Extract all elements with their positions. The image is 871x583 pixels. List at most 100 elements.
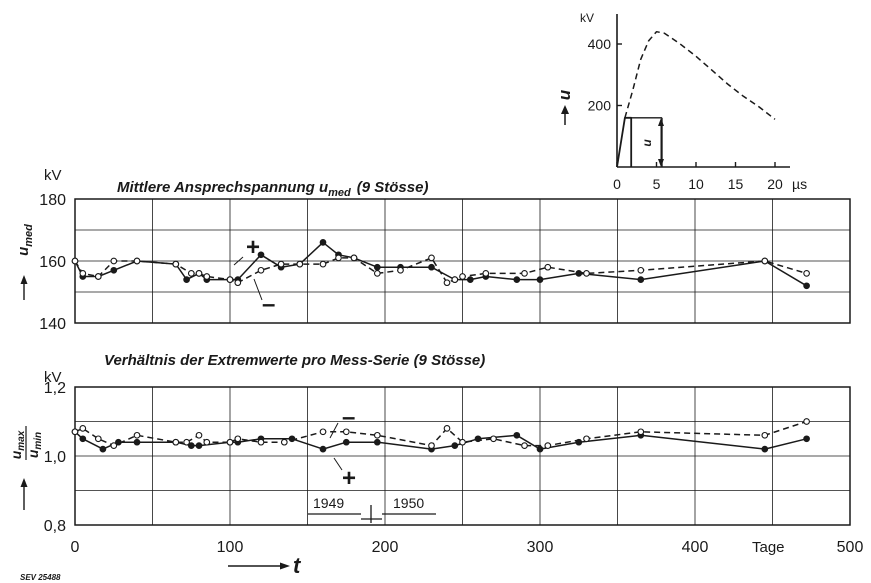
inset-u-arrowhead-bottom <box>658 159 664 167</box>
upper-point-minus <box>195 270 203 277</box>
lower-y-fraction: umax umin <box>8 426 44 460</box>
lower-y-den: umin <box>25 432 44 458</box>
lower-point-minus <box>319 428 327 436</box>
upper-series <box>71 239 810 290</box>
upper-point-minus <box>637 266 645 274</box>
upper-point-minus <box>94 273 102 280</box>
lower-title-text: Verhältnis der Extremwerte pro Mess-Seri… <box>104 352 485 369</box>
upper-minus-leader <box>253 278 263 301</box>
upper-title-main: Mittlere Ansprechspannung <box>117 179 319 196</box>
upper-point-plus <box>110 266 118 274</box>
lower-y-tick-label: 0,8 <box>44 518 66 535</box>
upper-minus-label: – <box>262 291 275 318</box>
lower-plus-leader <box>333 457 343 471</box>
upper-point-minus <box>803 270 810 277</box>
upper-point-minus <box>335 254 342 262</box>
inset-x-ticks: 0 5 10 15 20 <box>613 162 783 192</box>
upper-y-unit: kV <box>44 167 62 184</box>
lower-y-ticks: 0,8 1,0 1,2 <box>44 380 66 535</box>
lower-x-tick-label: 0 <box>71 539 80 556</box>
inset-x-tick-label: 0 <box>613 176 621 192</box>
lower-point-plus <box>187 442 195 449</box>
lower-minus-leader <box>329 422 339 439</box>
lower-y-den-subscript: min <box>33 432 44 450</box>
upper-point-minus <box>443 279 451 287</box>
lower-point-plus <box>342 438 350 446</box>
upper-y-ticks: 140 160 180 <box>39 192 66 333</box>
upper-point-minus <box>761 257 769 265</box>
upper-point-plus <box>428 263 435 271</box>
figure-id: SEV 25488 <box>20 573 61 582</box>
lower-y-den-symbol: u <box>25 449 41 458</box>
upper-y-label-text: umed <box>15 224 35 256</box>
inset-chart: kV 200 400 0 5 10 15 20 µs u u <box>555 11 807 192</box>
x-axis-label: t <box>228 553 302 578</box>
lower-point-minus <box>172 438 180 446</box>
year-1950-label: 1950 <box>393 495 424 511</box>
upper-point-minus <box>172 260 180 268</box>
upper-point-minus <box>203 273 211 280</box>
lower-point-minus <box>203 438 211 446</box>
lower-point-minus <box>490 435 497 443</box>
inset-x-tick-label: 10 <box>688 176 704 192</box>
upper-title-suffix: (9 Stösse) <box>357 179 429 196</box>
upper-title-text: Mittlere Ansprechspannung umed (9 Stösse) <box>117 179 428 199</box>
inset-y-tick-label: 400 <box>588 36 612 52</box>
lower-y-tick-label: 1,2 <box>44 380 66 397</box>
lower-point-plus <box>451 442 459 449</box>
inset-u-marker: u <box>640 118 664 167</box>
lower-point-minus <box>226 438 234 446</box>
inset-y-tick-label: 200 <box>588 98 612 114</box>
lower-point-plus <box>99 445 107 453</box>
x-axis-label-text: t <box>293 553 302 578</box>
inset-x-tick-label: 20 <box>767 176 783 192</box>
lower-point-minus <box>637 428 645 436</box>
upper-point-plus <box>466 276 474 283</box>
upper-point-minus <box>428 254 435 262</box>
lower-x-tick-label: 100 <box>217 539 244 556</box>
upper-y-label: umed <box>15 224 35 300</box>
lower-point-minus <box>342 428 350 436</box>
upper-point-minus <box>397 266 404 274</box>
inset-series-impulse <box>624 30 776 120</box>
inset-x-tick-label: 5 <box>653 176 661 192</box>
upper-point-minus <box>350 254 358 262</box>
upper-y-arrowhead <box>20 275 28 284</box>
upper-series-labels: + – <box>233 234 275 318</box>
upper-point-minus <box>459 273 466 280</box>
lower-point-minus <box>443 425 451 432</box>
lower-point-plus <box>79 435 87 443</box>
lower-point-minus <box>94 435 102 443</box>
inset-u-label: u <box>640 139 654 147</box>
lower-point-minus <box>79 425 87 432</box>
lower-point-minus <box>803 418 810 425</box>
lower-grid <box>74 386 851 526</box>
upper-plus-label: + <box>246 234 260 261</box>
lower-point-minus <box>195 431 203 439</box>
upper-point-minus <box>544 263 552 271</box>
lower-x-tick-label: 500 <box>837 539 864 556</box>
upper-point-minus <box>71 257 79 265</box>
lower-x-tick-label: 200 <box>372 539 399 556</box>
upper-y-label-subscript: med <box>23 224 35 247</box>
upper-point-minus <box>79 270 87 277</box>
lower-point-minus <box>373 431 381 439</box>
lower-x-tick-label: 300 <box>527 539 554 556</box>
upper-point-minus <box>277 260 285 268</box>
upper-point-minus <box>226 276 234 283</box>
upper-point-minus <box>257 266 265 274</box>
upper-title-symbol: u <box>319 179 328 196</box>
upper-point-minus <box>521 270 528 277</box>
lower-y-num-symbol: u <box>8 450 24 459</box>
lower-point-plus <box>133 438 141 446</box>
upper-title: Mittlere Ansprechspannung umed (9 Stösse) <box>117 179 428 199</box>
upper-point-plus <box>319 239 327 246</box>
lower-plus-label: + <box>342 465 356 492</box>
lower-point-minus <box>183 438 190 446</box>
lower-minus-label: – <box>342 404 355 431</box>
inset-y-arrowhead <box>561 105 569 114</box>
upper-point-plus <box>183 276 190 283</box>
upper-point-minus <box>319 260 327 268</box>
upper-point-plus <box>513 276 521 283</box>
